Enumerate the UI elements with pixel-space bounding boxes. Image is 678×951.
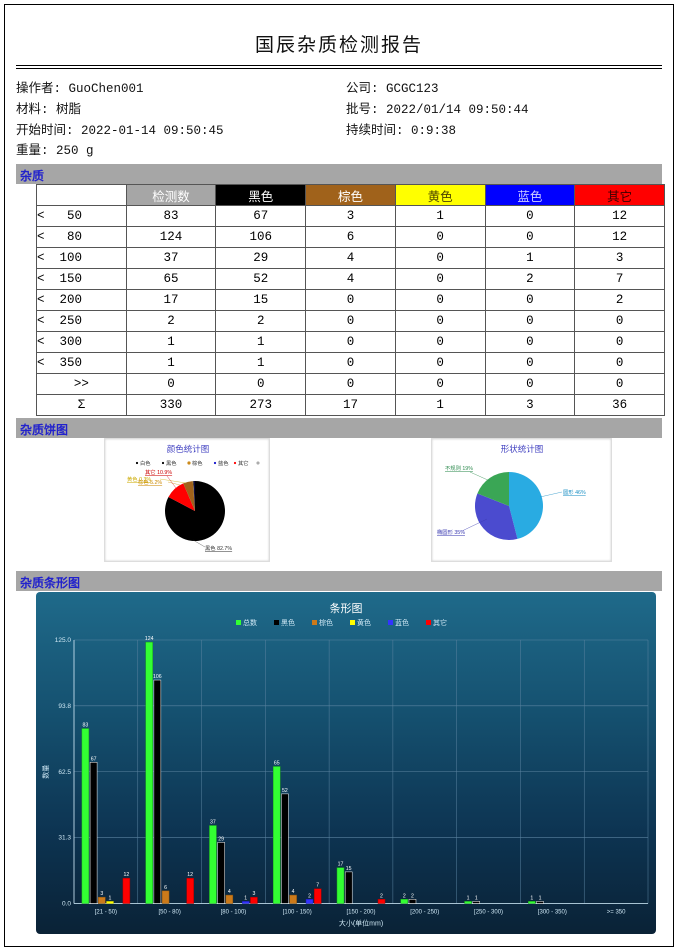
- svg-text:31.3: 31.3: [58, 835, 71, 842]
- svg-text:白色: 白色: [140, 459, 151, 467]
- svg-text:棕色: 棕色: [319, 618, 333, 627]
- svg-text:其它: 其它: [433, 618, 447, 627]
- svg-text:3: 3: [100, 891, 103, 897]
- svg-text:数量: 数量: [41, 765, 50, 779]
- svg-text:大小(单位mm): 大小(单位mm): [339, 919, 383, 928]
- svg-text:1: 1: [530, 896, 533, 902]
- svg-text:29: 29: [218, 837, 224, 843]
- svg-text:黄色: 黄色: [357, 618, 371, 627]
- svg-text:6: 6: [164, 885, 167, 891]
- svg-text:圆形 46%: 圆形 46%: [563, 488, 586, 496]
- svg-text:4: 4: [292, 889, 295, 895]
- svg-text:黄色 0.3%: 黄色 0.3%: [127, 475, 151, 483]
- svg-text:12: 12: [123, 872, 129, 878]
- svg-text:黑色: 黑色: [166, 459, 177, 467]
- svg-text:其它: 其它: [238, 459, 249, 467]
- svg-text:>= 350: >= 350: [607, 910, 626, 916]
- svg-text:52: 52: [282, 788, 288, 794]
- svg-text:7: 7: [316, 883, 319, 889]
- svg-text:总数: 总数: [243, 618, 257, 627]
- svg-text:3: 3: [252, 891, 255, 897]
- svg-text:106: 106: [153, 674, 162, 680]
- svg-text:67: 67: [91, 756, 97, 762]
- svg-text:蓝色: 蓝色: [218, 459, 229, 467]
- svg-text:颜色统计图: 颜色统计图: [167, 444, 210, 454]
- svg-text:黑色: 黑色: [281, 618, 295, 627]
- svg-text:[150 - 200): [150 - 200): [346, 910, 375, 916]
- svg-text:83: 83: [82, 723, 88, 729]
- svg-text:形状统计图: 形状统计图: [501, 444, 544, 454]
- svg-text:[300 - 350): [300 - 350): [538, 910, 567, 916]
- svg-text:2: 2: [411, 893, 414, 899]
- svg-text:[21 - 50): [21 - 50): [95, 910, 117, 916]
- svg-text:93.8: 93.8: [58, 703, 71, 710]
- svg-text:条形图: 条形图: [330, 601, 363, 615]
- svg-text:124: 124: [145, 636, 154, 642]
- svg-text:[200 - 250): [200 - 250): [410, 910, 439, 916]
- svg-text:37: 37: [210, 820, 216, 826]
- svg-text:1: 1: [244, 896, 247, 902]
- svg-text:[250 - 300): [250 - 300): [474, 910, 503, 916]
- svg-text:1: 1: [467, 896, 470, 902]
- svg-text:1: 1: [539, 896, 542, 902]
- svg-text:2: 2: [380, 893, 383, 899]
- svg-text:椭圆形 35%: 椭圆形 35%: [437, 528, 465, 536]
- svg-text:1: 1: [109, 896, 112, 902]
- svg-text:其它 10.9%: 其它 10.9%: [145, 468, 172, 476]
- svg-text:蓝色: 蓝色: [395, 618, 409, 627]
- svg-text:[50 - 80): [50 - 80): [158, 910, 180, 916]
- svg-text:[100 - 150): [100 - 150): [283, 910, 312, 916]
- svg-text:65: 65: [274, 761, 280, 767]
- svg-text:2: 2: [308, 893, 311, 899]
- svg-text:12: 12: [187, 872, 193, 878]
- svg-text:15: 15: [346, 866, 352, 872]
- svg-text:4: 4: [228, 889, 231, 895]
- svg-text:17: 17: [338, 862, 344, 868]
- svg-text:125.0: 125.0: [55, 637, 72, 644]
- svg-text:1: 1: [475, 896, 478, 902]
- svg-text:棕色: 棕色: [192, 459, 203, 467]
- svg-text:[80 - 100): [80 - 100): [221, 910, 247, 916]
- svg-text:不规则 19%: 不规则 19%: [445, 464, 473, 472]
- svg-text:2: 2: [403, 893, 406, 899]
- svg-text:黑色 82.7%: 黑色 82.7%: [205, 544, 232, 552]
- svg-text:0.0: 0.0: [62, 901, 71, 908]
- svg-text:62.5: 62.5: [58, 769, 71, 776]
